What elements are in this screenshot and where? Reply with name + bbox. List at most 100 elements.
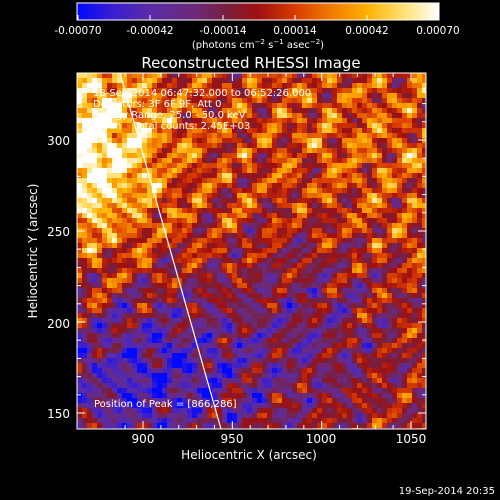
image-pixel (342, 108, 348, 114)
image-pixel (272, 278, 278, 284)
image-pixel (387, 393, 393, 399)
image-pixel (387, 388, 393, 394)
image-pixel (267, 363, 273, 369)
image-pixel (197, 218, 203, 224)
image-pixel (317, 358, 323, 364)
image-pixel (87, 118, 93, 124)
image-pixel (77, 398, 83, 404)
image-pixel (372, 183, 378, 189)
image-pixel (247, 203, 253, 209)
image-pixel (172, 123, 178, 129)
image-pixel (212, 368, 218, 374)
image-pixel (212, 258, 218, 264)
image-pixel (117, 268, 123, 274)
image-pixel (237, 118, 243, 124)
image-pixel (262, 358, 268, 364)
image-pixel (162, 93, 168, 99)
image-pixel (422, 168, 426, 174)
image-pixel (382, 378, 388, 384)
image-pixel (212, 173, 218, 179)
image-pixel (327, 288, 333, 294)
image-pixel (367, 133, 373, 139)
image-pixel (332, 113, 338, 119)
image-pixel (162, 163, 168, 169)
image-pixel (87, 98, 93, 104)
image-pixel (397, 163, 403, 169)
image-pixel (407, 238, 413, 244)
image-pixel (262, 133, 268, 139)
image-pixel (392, 118, 398, 124)
image-pixel (402, 283, 408, 289)
image-pixel (337, 173, 343, 179)
image-pixel (212, 338, 218, 344)
image-pixel (202, 288, 208, 294)
image-pixel (82, 268, 88, 274)
image-pixel (112, 388, 118, 394)
image-pixel (212, 298, 218, 304)
image-pixel (407, 103, 413, 109)
image-pixel (322, 143, 328, 149)
image-pixel (262, 128, 268, 134)
image-pixel (252, 268, 258, 274)
image-pixel (302, 348, 308, 354)
image-pixel (407, 258, 413, 264)
image-pixel (167, 173, 173, 179)
image-pixel (217, 368, 223, 374)
image-pixel (212, 93, 218, 99)
image-pixel (227, 203, 233, 209)
image-pixel (232, 388, 238, 394)
image-pixel (422, 193, 426, 199)
image-pixel (257, 383, 263, 389)
image-pixel (132, 273, 138, 279)
image-pixel (137, 178, 143, 184)
image-pixel (332, 98, 338, 104)
image-pixel (102, 138, 108, 144)
image-pixel (347, 183, 353, 189)
image-pixel (197, 178, 203, 184)
image-pixel (102, 378, 108, 384)
image-pixel (307, 263, 313, 269)
image-pixel (207, 333, 213, 339)
image-pixel (182, 113, 188, 119)
image-pixel (387, 178, 393, 184)
image-pixel (372, 283, 378, 289)
image-pixel (92, 293, 98, 299)
image-pixel (402, 203, 408, 209)
image-pixel (137, 153, 143, 159)
image-pixel (177, 168, 183, 174)
image-pixel (127, 278, 133, 284)
image-pixel (347, 88, 353, 94)
image-pixel (362, 188, 368, 194)
image-pixel (157, 98, 163, 104)
image-pixel (267, 148, 273, 154)
image-pixel (87, 78, 93, 84)
image-pixel (287, 293, 293, 299)
image-pixel (107, 298, 113, 304)
image-pixel (317, 248, 323, 254)
image-pixel (192, 238, 198, 244)
image-pixel (152, 93, 158, 99)
image-pixel (172, 178, 178, 184)
image-pixel (327, 388, 333, 394)
image-pixel (317, 238, 323, 244)
image-pixel (272, 188, 278, 194)
image-pixel (232, 78, 238, 84)
image-pixel (302, 298, 308, 304)
image-pixel (357, 103, 363, 109)
image-pixel (327, 138, 333, 144)
image-pixel (402, 223, 408, 229)
image-pixel (422, 113, 426, 119)
image-pixel (327, 218, 333, 224)
image-pixel (77, 108, 83, 114)
image-pixel (352, 113, 358, 119)
image-pixel (242, 183, 248, 189)
image-pixel (397, 83, 403, 89)
image-pixel (417, 223, 423, 229)
image-pixel (107, 248, 113, 254)
image-pixel (157, 388, 163, 394)
image-pixel (372, 338, 378, 344)
image-pixel (262, 203, 268, 209)
image-pixel (107, 108, 113, 114)
image-pixel (212, 398, 218, 404)
image-pixel (322, 113, 328, 119)
